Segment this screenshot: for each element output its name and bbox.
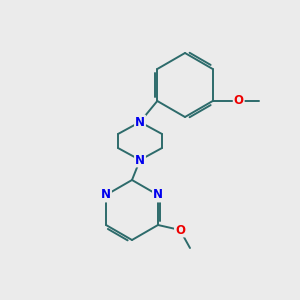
Text: O: O [175,224,185,236]
Text: N: N [153,188,163,202]
Text: N: N [135,154,145,166]
Text: O: O [234,94,244,107]
Text: N: N [135,116,145,128]
Text: N: N [101,188,111,202]
